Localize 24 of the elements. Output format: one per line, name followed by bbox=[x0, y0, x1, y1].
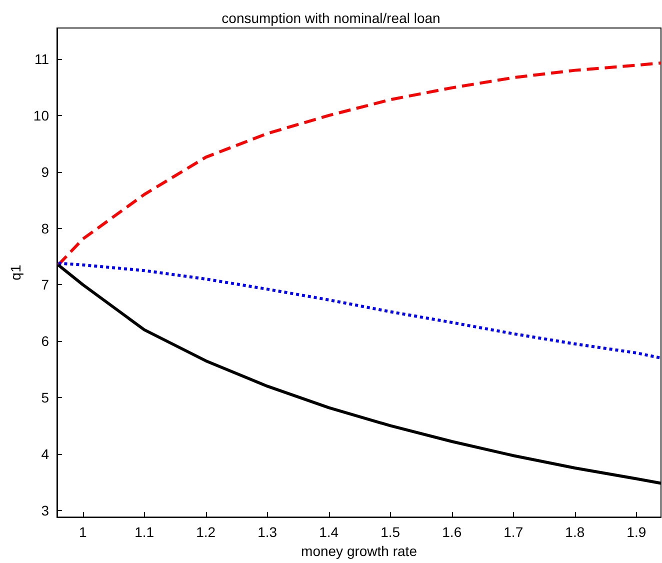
x-tick-label: 1.6 bbox=[442, 524, 462, 540]
x-tick-label: 1.4 bbox=[319, 524, 339, 540]
y-tick-label: 5 bbox=[41, 390, 50, 406]
x-tick-label: 1.2 bbox=[196, 524, 216, 540]
y-tick-label: 6 bbox=[41, 333, 50, 350]
y-tick-label: 11 bbox=[34, 51, 50, 68]
y-tick-label: 7 bbox=[41, 276, 50, 293]
x-tick-label: 1.9 bbox=[626, 524, 646, 540]
x-tick-label: 1 bbox=[78, 524, 87, 540]
y-axis-title: q1 bbox=[8, 264, 24, 280]
y-tick-label: 9 bbox=[41, 164, 50, 180]
x-tick-label: 1.8 bbox=[565, 524, 585, 540]
x-tick-label: 1.7 bbox=[504, 524, 524, 540]
x-tick-label: 1.1 bbox=[134, 524, 154, 540]
x-tick-label: 1.5 bbox=[380, 524, 400, 540]
y-tick-label: 3 bbox=[41, 502, 50, 518]
x-axis-title: money growth rate bbox=[301, 543, 418, 559]
chart-title: consumption with nominal/real loan bbox=[222, 10, 440, 26]
y-tick-label: 8 bbox=[41, 220, 50, 236]
y-tick-label: 10 bbox=[33, 107, 50, 124]
line-series bbox=[56, 262, 662, 360]
x-tick-label: 1.3 bbox=[258, 524, 278, 540]
y-tick-label: 4 bbox=[41, 446, 50, 462]
line-series bbox=[56, 61, 662, 266]
